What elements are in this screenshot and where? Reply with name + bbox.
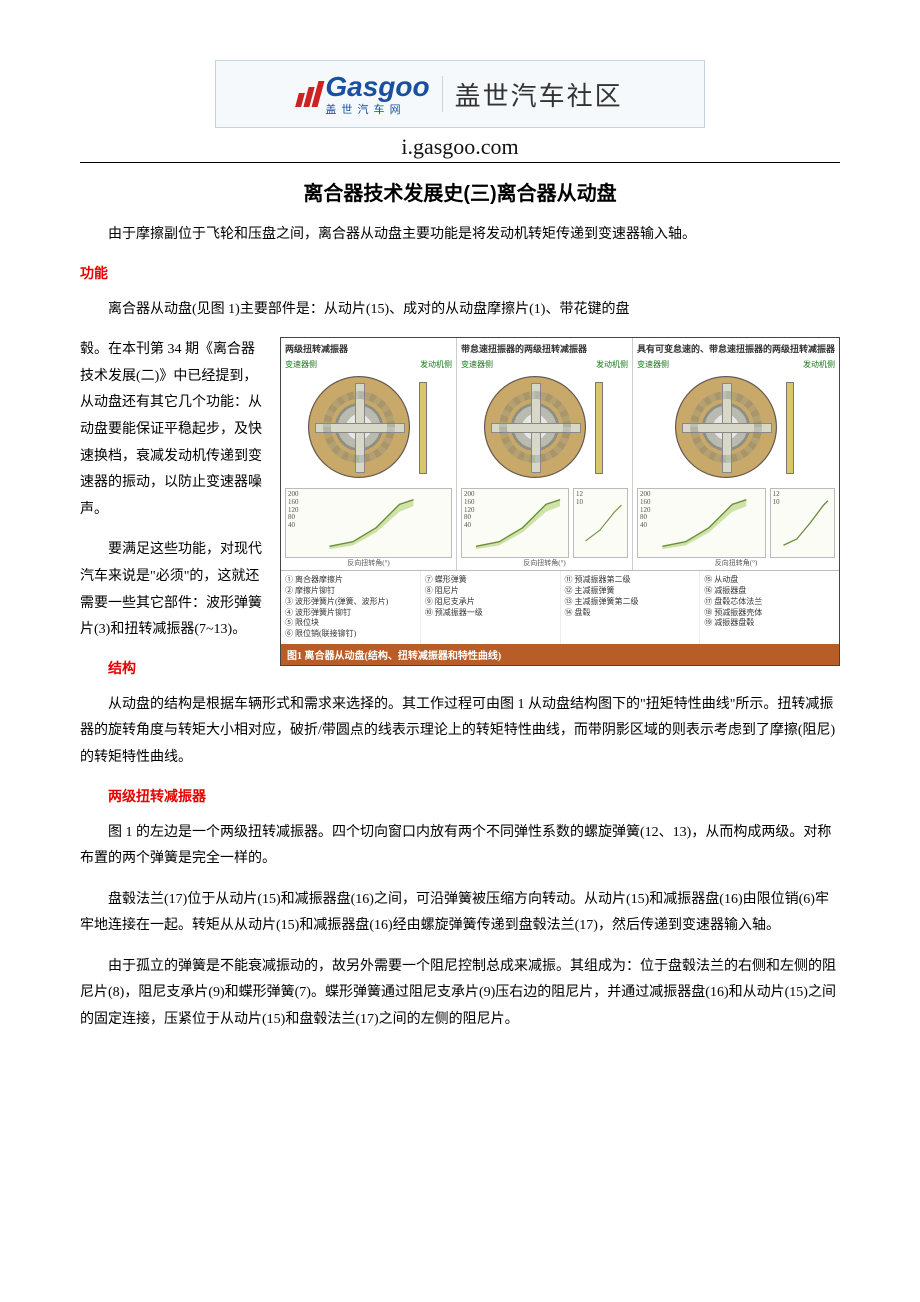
site-logo: Gasgoo 盖 世 汽 车 网	[297, 71, 429, 117]
figure-1-caption: 图1 离合器从动盘(结构、扭转减振器和特性曲线)	[281, 644, 839, 665]
article-title: 离合器技术发展史(三)离合器从动盘	[80, 177, 840, 206]
disc-label-left: 变速器侧	[285, 359, 317, 370]
figure-1-col-1: 两级扭转减振器 变速器侧 发动机侧 2001601208040	[281, 338, 457, 570]
torque-curve-main: 2001601208040	[285, 488, 452, 558]
intro-paragraph: 由于摩擦副位于飞轮和压盘之间，离合器从动盘主要功能是将发动机转矩传递到变速器输入…	[80, 222, 840, 249]
figure-1-col-3: 具有可变怠速的、带怠速扭振器的两级扭转减振器 变速器侧 发动机侧 2001601…	[633, 338, 839, 570]
section-functions: 功能	[80, 263, 840, 283]
func-p2: 要满足这些功能，对现代汽车来说是"必须"的，这就还需要一些其它部件：波形弹簧片(…	[80, 537, 268, 643]
logo-text-main: Gasgoo	[325, 71, 429, 103]
torque-curve-idle: 1210	[573, 488, 628, 558]
clutch-disc-icon	[484, 376, 586, 478]
fig-col-title: 具有可变怠速的、带怠速扭振器的两级扭转减振器	[637, 342, 835, 355]
header-rule	[80, 162, 840, 163]
section-structure: 结构	[80, 658, 268, 678]
func-p1-lead: 离合器从动盘(见图 1)主要部件是：从动片(15)、成对的从动盘摩擦片(1)、带…	[80, 297, 840, 324]
x-axis-label: 反向扭转角(°)	[285, 558, 452, 568]
header-banner: Gasgoo 盖 世 汽 车 网 盖世汽车社区	[215, 60, 705, 128]
two-p1: 图 1 的左边是一个两级扭转减振器。四个切向窗口内放有两个不同弹性系数的螺旋弹簧…	[80, 820, 840, 873]
logo-text-sub: 盖 世 汽 车 网	[325, 101, 429, 117]
logo-stripes-icon	[297, 81, 321, 107]
clutch-section-icon	[414, 382, 430, 472]
figure-1: 两级扭转减振器 变速器侧 发动机侧 2001601208040	[280, 337, 840, 666]
banner-divider	[442, 76, 443, 112]
torque-curve-idle: 1210	[770, 488, 835, 558]
two-p2: 盘毂法兰(17)位于从动片(15)和减振器盘(16)之间，可沿弹簧被压缩方向转动…	[80, 887, 840, 940]
figure-1-legend: ① 离合器摩擦片② 摩擦片铆钉③ 波形弹簧片(弹簧、波形片)④ 波形弹簧片铆钉⑤…	[281, 570, 839, 644]
clutch-section-icon	[590, 382, 606, 472]
struct-p1: 从动盘的结构是根据车辆形式和需求来选择的。其工作过程可由图 1 从动盘结构图下的…	[80, 692, 840, 772]
figure-1-panels: 两级扭转减振器 变速器侧 发动机侧 2001601208040	[281, 338, 839, 570]
site-url: i.gasgoo.com	[80, 134, 840, 160]
torque-curve-main: 2001601208040	[637, 488, 766, 558]
fig-col-title: 两级扭转减振器	[285, 342, 452, 355]
legend-col-3: ⑪ 预减振器第二级⑫ 主减振弹簧⑬ 主减振弹簧第二级⑭ 盘毂	[561, 571, 701, 644]
clutch-section-icon	[781, 382, 797, 472]
sub-two-stage: 两级扭转减振器	[80, 786, 840, 806]
figure-1-col-2: 带怠速扭振器的两级扭转减振器 变速器侧 发动机侧 2001601208040	[457, 338, 633, 570]
legend-col-2: ⑦ 蝶形弹簧⑧ 阻尼片⑨ 阻尼支承片⑩ 预减振器一级	[421, 571, 561, 644]
clutch-disc-icon	[675, 376, 777, 478]
func-p1-rest: 毂。在本刊第 34 期《离合器技术发展(二)》中已经提到，从动盘还有其它几个功能…	[80, 337, 268, 523]
disc-label-right: 发动机侧	[420, 359, 452, 370]
fig-col-title: 带怠速扭振器的两级扭转减振器	[461, 342, 628, 355]
torque-curve-main: 2001601208040	[461, 488, 569, 558]
two-p3: 由于孤立的弹簧是不能衰减振动的，故另外需要一个阻尼控制总成来减振。其组成为：位于…	[80, 954, 840, 1034]
legend-col-1: ① 离合器摩擦片② 摩擦片铆钉③ 波形弹簧片(弹簧、波形片)④ 波形弹簧片铆钉⑤…	[281, 571, 421, 644]
banner-right-text: 盖世汽车社区	[455, 76, 623, 113]
clutch-disc-icon	[308, 376, 410, 478]
legend-col-4: ⑮ 从动盘⑯ 减振器盘⑰ 盘毂芯体法兰⑱ 预减振器壳体⑲ 减振器盘毂	[700, 571, 839, 644]
